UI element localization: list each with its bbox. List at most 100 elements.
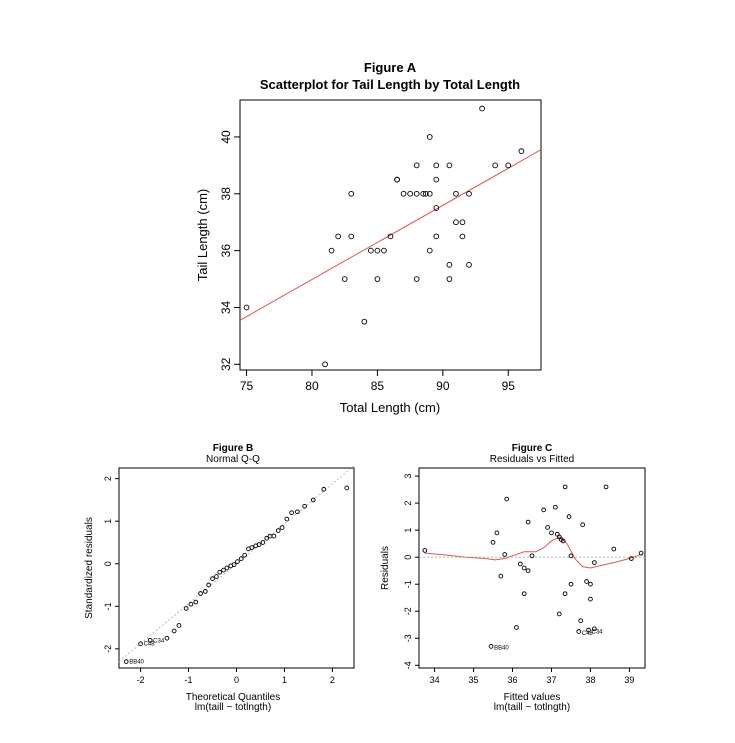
- data-point: [588, 581, 593, 587]
- y-tick-label: -2: [103, 645, 113, 653]
- y-tick-label: 40: [219, 130, 233, 144]
- figure-a-x-label: Total Length (cm): [340, 400, 440, 415]
- data-point: [413, 276, 420, 282]
- data-point: [310, 497, 316, 503]
- point-label: BB40: [129, 660, 144, 666]
- figure-b-y-label: Standardized residuals: [84, 517, 95, 619]
- data-point: [580, 522, 586, 528]
- x-tick-label: 75: [240, 379, 254, 393]
- data-point: [638, 550, 644, 556]
- data-point: [171, 628, 177, 634]
- data-point: [426, 134, 433, 140]
- data-point: [488, 644, 494, 649]
- data-point: [243, 304, 250, 311]
- figure-a-regression-line: [239, 149, 542, 321]
- figure-c-y-label: Residuals: [380, 546, 391, 590]
- x-tick-label: 36: [508, 675, 518, 685]
- data-point: [426, 190, 433, 197]
- figure-b-title: Figure B: [213, 443, 254, 454]
- data-point: [556, 611, 562, 617]
- point-label: C48: [144, 642, 156, 648]
- data-point: [381, 247, 387, 254]
- data-point: [387, 233, 394, 240]
- data-point: [284, 516, 290, 522]
- figure-a-subtitle: Scatterplot for Tail Length by Total Len…: [260, 77, 520, 92]
- data-point: [147, 637, 153, 643]
- y-tick-label: 34: [219, 300, 233, 314]
- x-tick-label: 1: [282, 675, 287, 685]
- data-point: [242, 552, 248, 558]
- data-point: [413, 190, 420, 197]
- data-point: [231, 562, 237, 567]
- figure-c-residuals-plot: Figure C Residuals vs Fitted Fitted valu…: [380, 443, 646, 713]
- data-point: [568, 581, 574, 587]
- data-point: [433, 205, 440, 211]
- data-point: [541, 507, 547, 513]
- data-point: [344, 485, 350, 491]
- data-point: [348, 190, 355, 197]
- data-point: [217, 569, 223, 575]
- y-tick-label: 36: [219, 244, 233, 258]
- data-point: [453, 219, 459, 226]
- data-point: [545, 525, 550, 530]
- data-point: [335, 233, 342, 240]
- data-point: [260, 540, 266, 545]
- data-point: [453, 190, 459, 197]
- data-point: [568, 553, 574, 559]
- data-point: [562, 484, 568, 490]
- y-tick-label: 2: [403, 501, 413, 506]
- figure-c-smooth-line: [424, 536, 644, 569]
- data-point: [591, 626, 597, 632]
- data-point: [466, 261, 472, 268]
- data-point: [123, 659, 129, 664]
- data-point: [422, 190, 429, 197]
- x-tick-label: 80: [305, 379, 319, 393]
- data-point: [289, 510, 295, 516]
- y-tick-label: 1: [103, 519, 113, 524]
- x-tick-label: -2: [137, 675, 145, 685]
- data-point: [206, 582, 212, 588]
- x-tick-label: 37: [546, 675, 556, 685]
- figure-c-title: Figure C: [512, 443, 553, 454]
- data-point: [502, 552, 508, 557]
- figure-a-points: [243, 105, 525, 368]
- data-point: [193, 599, 199, 605]
- data-point: [279, 525, 285, 530]
- data-point: [235, 559, 240, 564]
- data-point: [521, 591, 527, 597]
- data-point: [407, 190, 413, 197]
- x-tick-label: 38: [585, 675, 595, 685]
- x-tick-label: 95: [502, 379, 516, 393]
- data-point: [210, 576, 215, 581]
- data-point: [518, 148, 525, 155]
- data-point: [176, 623, 182, 628]
- y-tick-label: 32: [219, 357, 233, 371]
- data-point: [553, 504, 558, 510]
- data-point: [341, 276, 348, 282]
- figure-c-x-label: Fitted values: [504, 692, 561, 703]
- data-point: [322, 361, 328, 368]
- data-point: [492, 162, 499, 169]
- data-point: [459, 233, 466, 240]
- data-point: [264, 535, 270, 541]
- figure-a-ticks: 75 80 85 90 95 32 34 36 38 40: [219, 130, 515, 393]
- data-point: [420, 190, 427, 197]
- data-point: [525, 568, 531, 574]
- y-tick-label: 2: [103, 476, 113, 481]
- figure-a-title: Figure A: [364, 60, 417, 75]
- data-point: [221, 567, 226, 573]
- data-point: [198, 591, 203, 596]
- data-point: [183, 606, 189, 611]
- x-tick-label: 35: [469, 675, 479, 685]
- data-point: [224, 565, 230, 571]
- data-point: [249, 545, 255, 550]
- data-point: [328, 247, 335, 254]
- data-point: [629, 556, 634, 561]
- x-tick-label: 34: [430, 675, 440, 685]
- data-point: [400, 190, 407, 197]
- data-point: [584, 579, 589, 584]
- y-tick-label: -1: [103, 602, 113, 610]
- figure-a-scatterplot: Figure A Scatterplot for Tail Length by …: [195, 60, 542, 415]
